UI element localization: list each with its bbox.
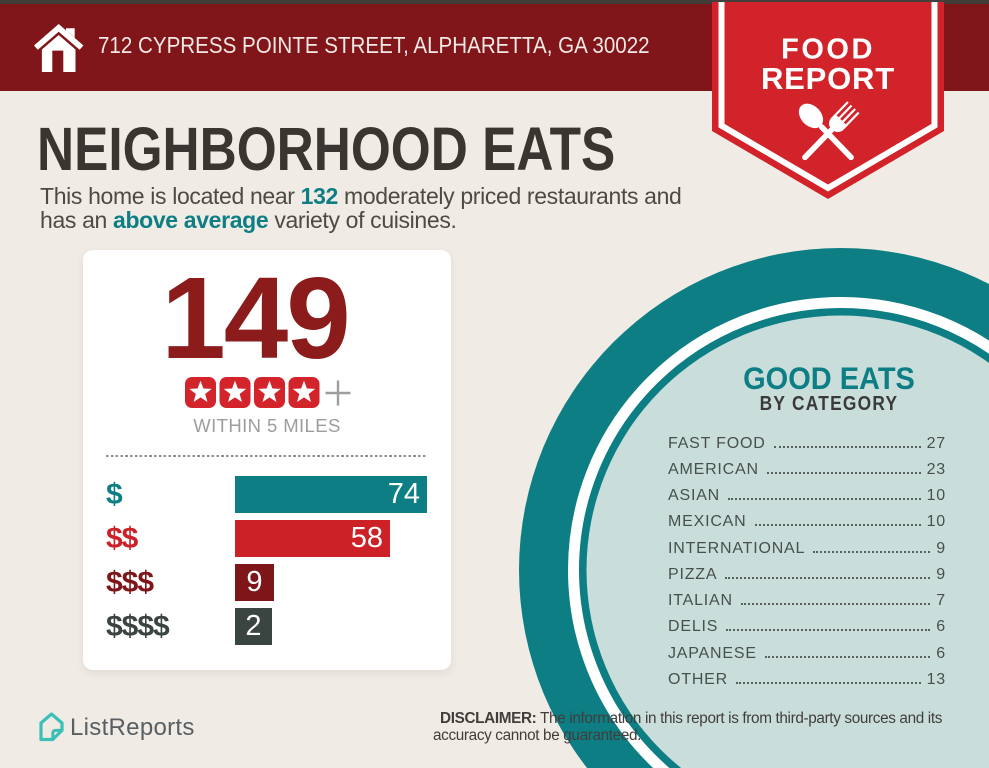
- svg-text:REPORT: REPORT: [761, 61, 895, 96]
- svg-text:FOOD: FOOD: [781, 34, 875, 66]
